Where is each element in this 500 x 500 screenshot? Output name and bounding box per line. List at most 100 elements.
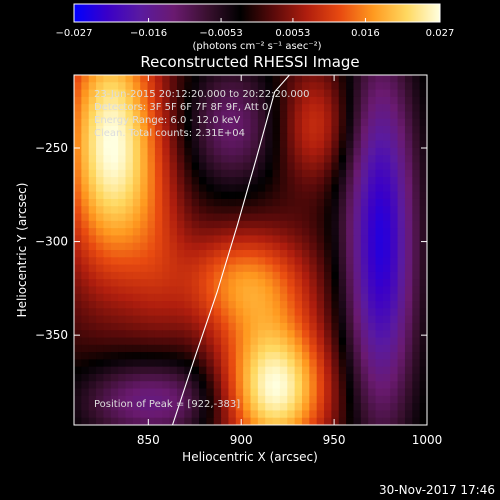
heatmap-cell	[243, 191, 252, 200]
heatmap-cell	[338, 366, 347, 375]
heatmap-cell	[199, 198, 207, 207]
heatmap-cell	[132, 344, 141, 353]
heatmap-cell	[324, 126, 332, 134]
heatmap-cell	[412, 271, 421, 280]
heatmap-cell	[360, 337, 369, 346]
heatmap-cell	[176, 198, 185, 207]
heatmap-cell	[287, 410, 296, 419]
heatmap-cell	[272, 169, 281, 178]
heatmap-cell	[74, 381, 82, 390]
heatmap-cell	[88, 301, 97, 309]
heatmap-cell	[294, 206, 303, 215]
heatmap-cell	[324, 177, 332, 185]
heatmap-cell	[419, 198, 427, 207]
heatmap-cell	[162, 344, 171, 353]
heatmap-cell	[147, 206, 156, 215]
heatmap-cell	[235, 264, 244, 273]
heatmap-cell	[279, 198, 288, 207]
heatmap-cell	[88, 293, 97, 302]
heatmap-cell	[404, 279, 413, 288]
heatmap-cell	[404, 315, 413, 324]
heatmap-cell	[81, 373, 90, 382]
heatmap-cell	[243, 111, 252, 120]
heatmap-cell	[235, 388, 244, 397]
heatmap-cell	[176, 169, 185, 178]
heatmap-cell	[265, 359, 274, 368]
heatmap-cell	[228, 235, 237, 244]
heatmap-cell	[169, 228, 178, 237]
heatmap-cell	[110, 147, 119, 156]
heatmap-cell	[324, 381, 332, 390]
heatmap-cell	[324, 395, 332, 404]
heatmap-cell	[162, 162, 171, 171]
heatmap-cell	[88, 126, 97, 134]
heatmap-cell	[184, 104, 193, 113]
heatmap-cell	[118, 162, 127, 171]
heatmap-cell	[191, 162, 200, 171]
heatmap-cell	[154, 388, 163, 397]
heatmap-cell	[250, 228, 259, 237]
heatmap-cell	[272, 213, 281, 222]
heatmap-cell	[235, 147, 244, 156]
heatmap-cell	[118, 381, 127, 390]
heatmap-cell	[257, 301, 266, 309]
heatmap-cell	[118, 308, 127, 317]
heatmap-cell	[228, 228, 237, 237]
heatmap-cell	[243, 366, 252, 375]
heatmap-cell	[140, 271, 149, 280]
heatmap-cell	[132, 162, 141, 171]
heatmap-cell	[257, 330, 266, 339]
heatmap-cell	[81, 147, 90, 156]
heatmap-cell	[331, 359, 340, 368]
heatmap-cell	[272, 286, 281, 295]
heatmap-cell	[132, 75, 141, 83]
heatmap-cell	[265, 250, 274, 258]
heatmap-cell	[338, 344, 347, 353]
heatmap-cell	[287, 111, 296, 120]
heatmap-cell	[132, 140, 141, 149]
heatmap-cell	[162, 104, 171, 113]
heatmap-cell	[103, 301, 112, 309]
heatmap-cell	[382, 410, 391, 419]
heatmap-cell	[419, 417, 427, 425]
heatmap-cell	[243, 352, 252, 360]
heatmap-cell	[103, 359, 112, 368]
heatmap-cell	[397, 315, 406, 324]
heatmap-cell	[140, 191, 149, 200]
heatmap-cell	[390, 177, 399, 185]
heatmap-cell	[221, 126, 230, 134]
heatmap-cell	[316, 359, 325, 368]
heatmap-cell	[81, 315, 90, 324]
heatmap-cell	[419, 177, 427, 185]
heatmap-cell	[213, 89, 222, 98]
heatmap-cell	[360, 162, 369, 171]
heatmap-cell	[103, 250, 112, 258]
heatmap-cell	[404, 322, 413, 331]
heatmap-cell	[184, 337, 193, 346]
heatmap-cell	[176, 213, 185, 222]
heatmap-cell	[265, 228, 274, 237]
heatmap-cell	[346, 366, 355, 375]
heatmap-cell	[301, 279, 310, 288]
heatmap-cell	[309, 235, 318, 244]
heatmap-cell	[368, 315, 377, 324]
heatmap-cell	[96, 155, 105, 164]
heatmap-cell	[140, 279, 149, 288]
heatmap-cell	[301, 330, 310, 339]
heatmap-cell	[96, 184, 105, 193]
heatmap-cell	[162, 250, 171, 258]
heatmap-cell	[118, 155, 127, 164]
heatmap-cell	[338, 89, 347, 98]
heatmap-cell	[110, 417, 119, 425]
heatmap-cell	[279, 177, 288, 185]
heatmap-cell	[235, 242, 244, 251]
heatmap-cell	[199, 264, 207, 273]
heatmap-cell	[199, 169, 207, 178]
heatmap-cell	[199, 133, 207, 142]
heatmap-cell	[228, 75, 237, 83]
heatmap-cell	[279, 126, 288, 134]
heatmap-cell	[96, 191, 105, 200]
heatmap-cell	[272, 366, 281, 375]
heatmap-cell	[368, 264, 377, 273]
heatmap-cell	[110, 191, 119, 200]
